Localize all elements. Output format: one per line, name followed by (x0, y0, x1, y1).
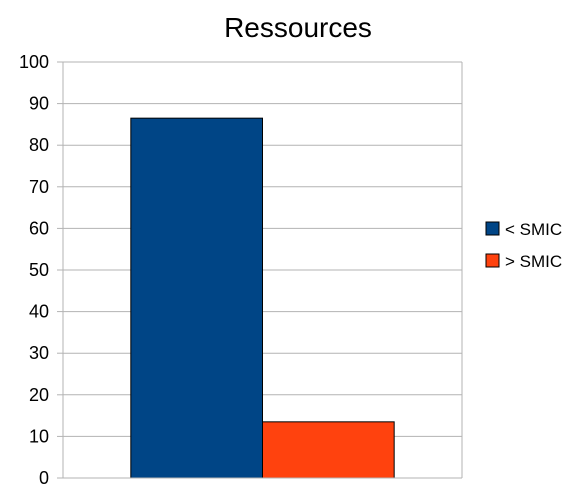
chart-title: Ressources (224, 12, 372, 43)
legend-label-0: < SMIC (505, 220, 562, 239)
y-tick-label-1: 10 (29, 426, 49, 446)
y-tick-label-9: 90 (29, 94, 49, 114)
y-tick-label-0: 0 (39, 468, 49, 484)
bar-series-1-cat-0 (262, 421, 395, 479)
legend-swatch-1 (485, 253, 500, 268)
y-tick-label-10: 100 (19, 52, 49, 72)
y-tick-label-3: 30 (29, 343, 49, 363)
y-tick-label-5: 50 (29, 260, 49, 280)
bars (130, 117, 395, 479)
axes: 0 10 20 30 40 50 60 70 80 90 100 (19, 52, 463, 488)
y-tick-label-2: 20 (29, 385, 49, 405)
bar-series-0-cat-0 (130, 117, 263, 479)
y-tick-label-6: 60 (29, 218, 49, 238)
y-tick-label-8: 80 (29, 135, 49, 155)
y-tick-label-7: 70 (29, 177, 49, 197)
legend: < SMIC > SMIC (485, 220, 562, 271)
legend-swatch-0 (485, 221, 500, 236)
y-tick-label-4: 40 (29, 302, 49, 322)
legend-label-1: > SMIC (505, 252, 562, 271)
